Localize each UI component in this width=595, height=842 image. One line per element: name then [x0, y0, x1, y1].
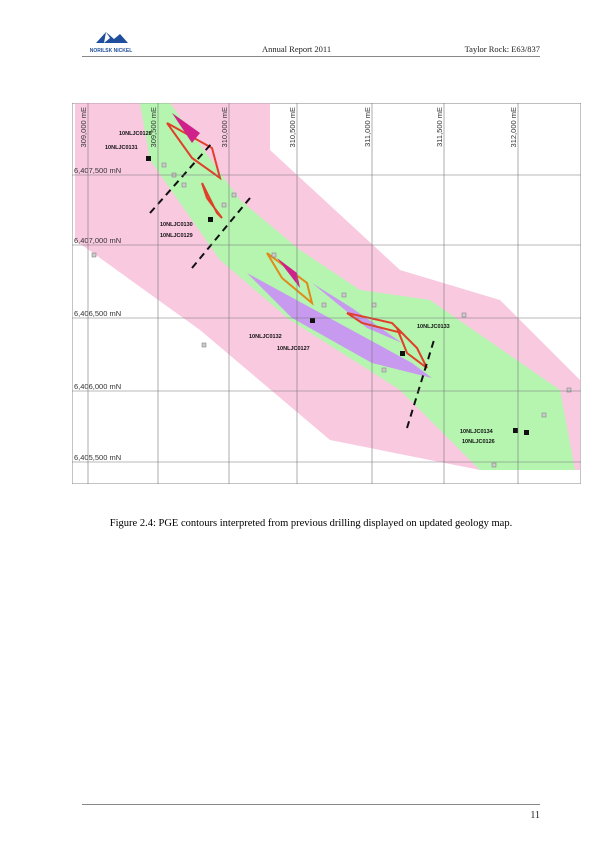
page-number: 11 — [530, 810, 540, 821]
logo-text: NORILSK NICKEL — [90, 48, 133, 54]
northing-label: 6,407,500 mN — [74, 166, 121, 175]
footer-rule — [82, 804, 540, 805]
hole-label: 10NLJC0130 — [160, 222, 193, 228]
hole-label: 10NLJC0129 — [160, 233, 193, 239]
hole-label: 10NLJC0126 — [462, 439, 495, 445]
easting-label: 310,500 mE — [288, 107, 297, 147]
logo: NORILSK NICKEL — [90, 32, 133, 54]
hole-label: 10NLJC0134 — [460, 429, 494, 435]
easting-label: 309,000 mE — [79, 107, 88, 147]
hole-label: 10NLJC0128 — [119, 131, 152, 137]
hole-label: 10NLJC0131 — [105, 145, 138, 151]
easting-label: 311,500 mE — [435, 107, 444, 147]
hole-label: 10NLJC0132 — [249, 334, 282, 340]
easting-label: 310,000 mE — [220, 107, 229, 147]
northing-label: 6,407,000 mN — [74, 236, 121, 245]
easting-label: 312,000 mE — [509, 107, 518, 147]
header-center: Annual Report 2011 — [262, 44, 332, 54]
header-right: Taylor Rock: E63/837 — [464, 44, 540, 54]
hole-label: 10NLJC0127 — [277, 346, 310, 352]
map: 6,408,000 mN6,407,500 mN6,407,000 mN6,40… — [72, 103, 581, 484]
header-rule — [82, 56, 540, 57]
northing-label: 6,406,500 mN — [74, 309, 121, 318]
northing-label: 6,406,000 mN — [74, 382, 121, 391]
caption: Figure 2.4: PGE contours interpreted fro… — [109, 518, 513, 529]
northing-label: 6,405,500 mN — [74, 453, 121, 462]
hole-label: 10NLJC0133 — [417, 324, 450, 330]
easting-label: 309,500 mE — [149, 107, 158, 147]
easting-label: 311,000 mE — [363, 107, 372, 147]
